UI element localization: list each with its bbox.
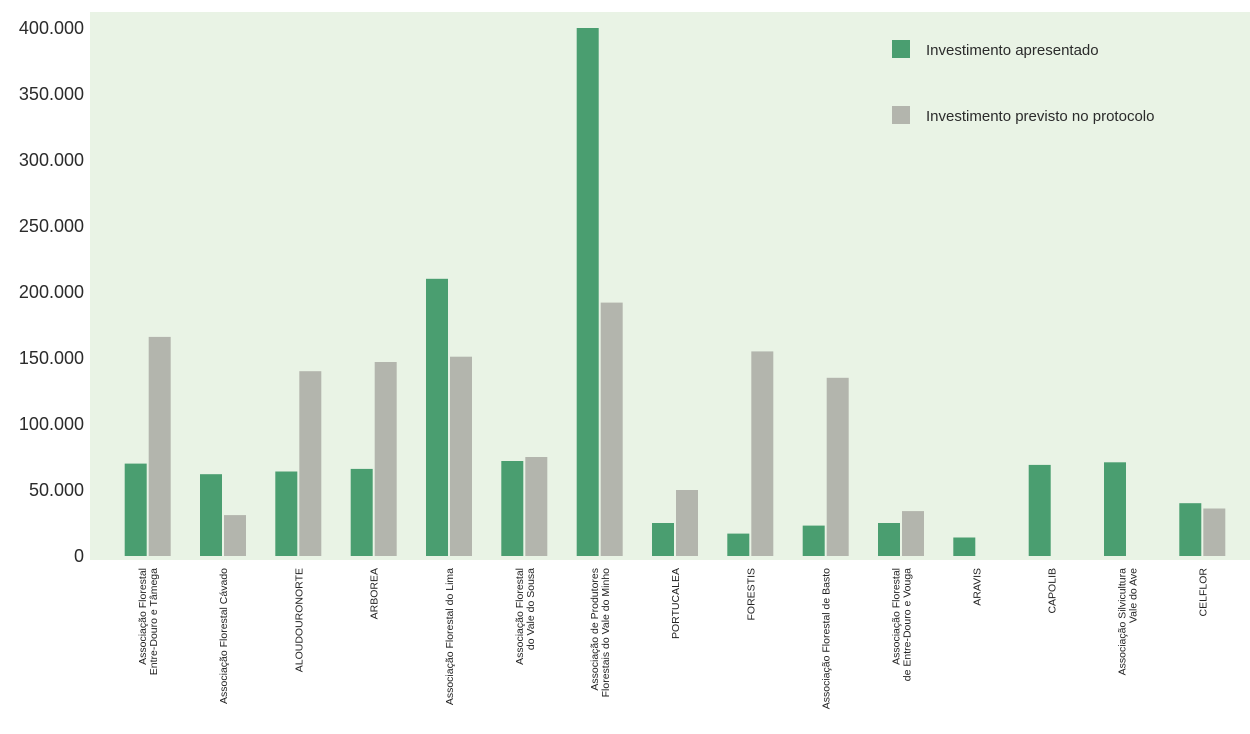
x-tick-label-line: CELFLOR	[1197, 568, 1209, 617]
bar-investimento-apresentado	[426, 278, 448, 556]
bar-investimento-previsto	[148, 336, 171, 556]
x-tick-label: FORESTIS	[745, 568, 757, 621]
x-tick-label-line: do Vale do Sousa	[525, 568, 537, 650]
x-tick-label-line: ARBOREA	[369, 568, 381, 619]
bar-investimento-previsto	[374, 362, 397, 556]
bar-investimento-previsto	[299, 371, 322, 556]
x-tick-label: Associação Florestal Cávado	[218, 568, 230, 704]
x-tick-label-line: Associação Florestal	[891, 568, 903, 665]
bar-investimento-apresentado	[200, 474, 222, 556]
bar-investimento-apresentado	[350, 468, 373, 556]
x-tick-label: CAPOLIB	[1047, 568, 1059, 614]
bar-investimento-apresentado	[1179, 503, 1202, 556]
x-tick-label-line: Associação Florestal	[514, 568, 526, 665]
bar-investimento-previsto	[902, 511, 924, 556]
x-tick-label-line: Associação Florestal	[137, 568, 149, 665]
bar-investimento-apresentado	[878, 523, 900, 556]
legend-swatch	[892, 40, 910, 58]
bar-investimento-apresentado	[652, 523, 674, 556]
x-tick-label: CELFLOR	[1197, 568, 1209, 617]
bar-investimento-previsto	[224, 515, 246, 556]
bar-investimento-apresentado	[501, 461, 524, 556]
bar-investimento-apresentado	[1104, 462, 1126, 556]
x-tick-label: Associação Florestal do Lima	[444, 568, 456, 705]
bar-investimento-previsto	[826, 377, 849, 556]
x-tick-label-line: Associação Silvicultura	[1117, 568, 1129, 676]
x-tick-label: Associação Silvicultura Vale do Ave	[1117, 568, 1140, 676]
x-tick-label: PORTUCALEA	[670, 568, 682, 639]
bar-investimento-previsto	[751, 351, 774, 556]
bar-investimento-apresentado	[953, 537, 976, 556]
x-tick-label-line: ARAVIS	[971, 568, 983, 606]
bar-investimento-apresentado	[576, 28, 599, 556]
bar-investimento-apresentado	[1028, 464, 1051, 556]
x-tick-label-line: CAPOLIB	[1047, 568, 1059, 614]
bars	[124, 28, 1226, 556]
x-tick-label-line: FORESTIS	[745, 568, 757, 621]
bar-investimento-apresentado	[275, 471, 298, 556]
x-tick-label: Associação de Produtores Florestais do Va…	[589, 568, 612, 698]
x-tick-label-line: Vale do Ave	[1128, 568, 1140, 623]
x-tick-label: Associação Florestal Entre-Douro e Tâmega	[137, 568, 160, 675]
bar-investimento-apresentado	[124, 463, 147, 556]
x-tick-label-line: Associação Florestal de Basto	[821, 568, 833, 709]
x-tick-label: ARAVIS	[971, 568, 983, 606]
x-tick-label: ALOUDOURONORTE	[293, 568, 305, 672]
bar-investimento-apresentado	[802, 525, 825, 556]
y-tick-label: 350.000	[19, 84, 84, 104]
bar-investimento-previsto	[676, 490, 698, 556]
x-tick-label: Associação Florestal de Entre-Douro e Vou…	[891, 568, 914, 681]
x-tick-label-line: Associação de Produtores	[589, 568, 601, 691]
y-tick-label: 150.000	[19, 348, 84, 368]
y-tick-label: 100.000	[19, 414, 84, 434]
y-tick-label: 0	[74, 546, 84, 566]
x-tick-label: Associação Florestal do Vale do Sousa	[514, 568, 537, 665]
y-tick-label: 200.000	[19, 282, 84, 302]
x-tick-label: ARBOREA	[369, 568, 381, 619]
legend-label: Investimento apresentado	[926, 42, 1099, 59]
x-tick-label-line: Entre-Douro e Tâmega	[148, 568, 160, 675]
y-axis: 0 50.000 100.000 150.000 200.000 250.000 300.0…	[19, 18, 84, 566]
x-tick-label-line: de Entre-Douro e Vouga	[902, 568, 914, 681]
bar-investimento-previsto	[525, 457, 548, 556]
bar-investimento-previsto	[1203, 508, 1226, 556]
x-tick-label-line: Associação Florestal Cávado	[218, 568, 230, 704]
y-tick-label: 300.000	[19, 150, 84, 170]
x-axis: Associação Florestal Entre-Douro e Tâmega…	[137, 568, 1209, 710]
bar-investimento-previsto	[600, 302, 623, 556]
x-tick-label-line: Florestais do Vale do Minho	[600, 568, 612, 698]
y-tick-label: 50.000	[29, 480, 84, 500]
bar-investimento-previsto	[450, 356, 472, 556]
bar-investimento-apresentado	[727, 533, 750, 556]
x-tick-label-line: ALOUDOURONORTE	[293, 568, 305, 672]
y-tick-label: 400.000	[19, 18, 84, 38]
x-tick-label-line: Associação Florestal do Lima	[444, 568, 456, 705]
legend: Investimento apresentado Investimento pre…	[892, 40, 1154, 125]
y-tick-label: 250.000	[19, 216, 84, 236]
legend-swatch	[892, 106, 910, 124]
legend-label: Investimento previsto no protocolo	[926, 108, 1154, 125]
plot-background	[90, 12, 1250, 560]
x-tick-label-line: PORTUCALEA	[670, 568, 682, 639]
x-tick-label: Associação Florestal de Basto	[821, 568, 833, 709]
